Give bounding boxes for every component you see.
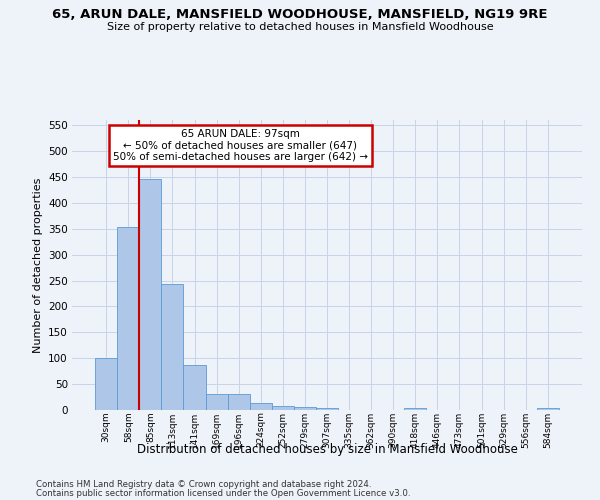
Y-axis label: Number of detached properties: Number of detached properties [32,178,43,352]
Text: Size of property relative to detached houses in Mansfield Woodhouse: Size of property relative to detached ho… [107,22,493,32]
Bar [404,408,427,410]
Bar [227,394,250,410]
Text: 65, ARUN DALE, MANSFIELD WOODHOUSE, MANSFIELD, NG19 9RE: 65, ARUN DALE, MANSFIELD WOODHOUSE, MANS… [52,8,548,20]
Bar [206,394,227,410]
Bar [139,178,161,410]
Bar [537,408,559,410]
Bar [272,406,294,410]
Bar [95,358,117,410]
Bar [117,227,139,410]
Text: 65 ARUN DALE: 97sqm
← 50% of detached houses are smaller (647)
50% of semi-detac: 65 ARUN DALE: 97sqm ← 50% of detached ho… [113,128,368,162]
Text: Distribution of detached houses by size in Mansfield Woodhouse: Distribution of detached houses by size … [137,442,517,456]
Bar [184,365,206,410]
Bar [161,284,184,410]
Text: Contains public sector information licensed under the Open Government Licence v3: Contains public sector information licen… [36,489,410,498]
Bar [316,408,338,410]
Text: Contains HM Land Registry data © Crown copyright and database right 2024.: Contains HM Land Registry data © Crown c… [36,480,371,489]
Bar [250,404,272,410]
Bar [294,408,316,410]
